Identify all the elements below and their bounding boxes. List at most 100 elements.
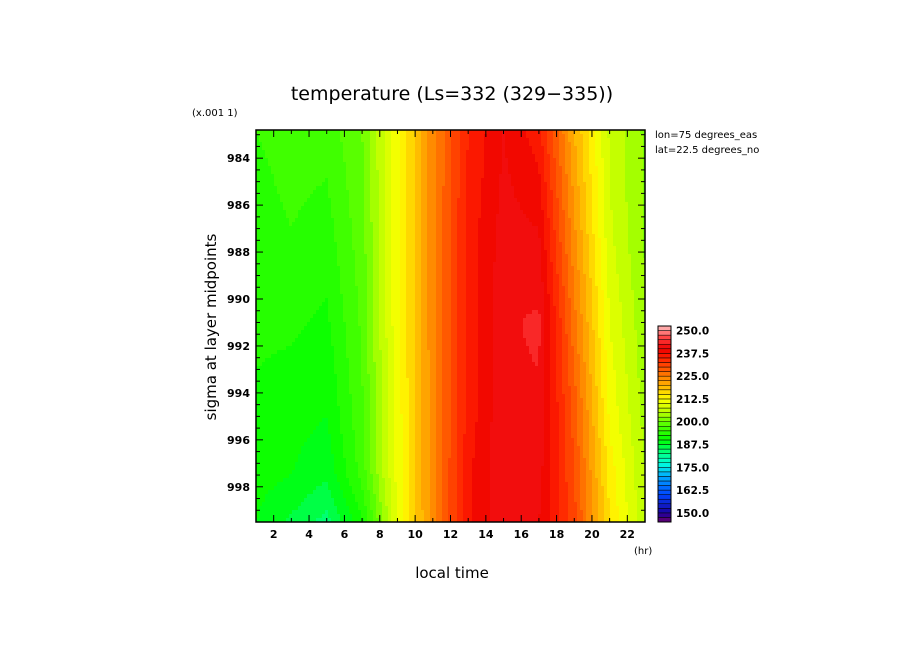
contour-cell bbox=[427, 254, 431, 259]
contour-cell bbox=[571, 234, 575, 239]
contour-cell bbox=[457, 246, 461, 251]
contour-cell bbox=[472, 134, 476, 139]
contour-cell bbox=[415, 194, 419, 199]
contour-cell bbox=[550, 162, 554, 167]
contour-cell bbox=[370, 138, 374, 143]
contour-cell bbox=[439, 238, 443, 243]
contour-cell bbox=[283, 174, 287, 179]
contour-cell bbox=[442, 270, 446, 275]
contour-cell bbox=[526, 242, 530, 247]
contour-cell bbox=[481, 222, 485, 227]
contour-cell bbox=[337, 278, 341, 283]
contour-cell bbox=[589, 198, 593, 203]
contour-cell bbox=[496, 266, 500, 271]
contour-cell bbox=[520, 258, 524, 263]
contour-cell bbox=[565, 174, 569, 179]
contour-cell bbox=[445, 146, 449, 151]
contour-cell bbox=[556, 146, 560, 151]
contour-cell bbox=[391, 134, 395, 139]
contour-cell bbox=[286, 214, 290, 219]
contour-cell bbox=[586, 154, 590, 159]
contour-cell bbox=[574, 278, 578, 283]
contour-cell bbox=[550, 230, 554, 235]
contour-cell bbox=[400, 258, 404, 263]
contour-cell bbox=[619, 250, 623, 255]
contour-cell bbox=[565, 158, 569, 163]
contour-cell bbox=[379, 182, 383, 187]
contour-cell bbox=[286, 134, 290, 139]
contour-cell bbox=[457, 270, 461, 275]
contour-cell bbox=[610, 278, 614, 283]
contour-cell bbox=[430, 226, 434, 231]
contour-cell bbox=[400, 234, 404, 239]
contour-cell bbox=[427, 214, 431, 219]
contour-cell bbox=[613, 234, 617, 239]
contour-cell bbox=[469, 190, 473, 195]
contour-cell bbox=[283, 134, 287, 139]
contour-cell bbox=[421, 218, 425, 223]
contour-cell bbox=[304, 182, 308, 187]
contour-cell bbox=[268, 246, 272, 251]
contour-cell bbox=[343, 226, 347, 231]
contour-cell bbox=[325, 166, 329, 171]
contour-cell bbox=[394, 274, 398, 279]
contour-cell bbox=[550, 166, 554, 171]
contour-cell bbox=[271, 262, 275, 267]
contour-cell bbox=[583, 250, 587, 255]
contour-cell bbox=[319, 138, 323, 143]
contour-cell bbox=[550, 134, 554, 139]
contour-cell bbox=[322, 198, 326, 203]
contour-cell bbox=[400, 210, 404, 215]
contour-cell bbox=[274, 134, 278, 139]
contour-cell bbox=[403, 218, 407, 223]
contour-cell bbox=[367, 274, 371, 279]
contour-cell bbox=[601, 238, 605, 243]
contour-cell bbox=[505, 250, 509, 255]
contour-cell bbox=[457, 194, 461, 199]
contour-cell bbox=[556, 246, 560, 251]
contour-cell bbox=[550, 194, 554, 199]
contour-cell bbox=[580, 234, 584, 239]
contour-cell bbox=[388, 238, 392, 243]
contour-cell bbox=[391, 158, 395, 163]
contour-cell bbox=[595, 202, 599, 207]
contour-cell bbox=[328, 154, 332, 159]
contour-cell bbox=[610, 142, 614, 147]
contour-cell bbox=[292, 174, 296, 179]
contour-cell bbox=[259, 206, 263, 211]
contour-cell bbox=[496, 154, 500, 159]
contour-cell bbox=[316, 206, 320, 211]
contour-cell bbox=[517, 194, 521, 199]
contour-cell bbox=[592, 230, 596, 235]
contour-cell bbox=[604, 186, 608, 191]
contour-cell bbox=[262, 178, 266, 183]
contour-cell bbox=[487, 182, 491, 187]
contour-cell bbox=[340, 270, 344, 275]
contour-cell bbox=[484, 174, 488, 179]
contour-cell bbox=[493, 266, 497, 271]
contour-cell bbox=[466, 226, 470, 231]
contour-cell bbox=[313, 266, 317, 271]
contour-cell bbox=[442, 234, 446, 239]
contour-cell bbox=[328, 262, 332, 267]
contour-cell bbox=[532, 238, 536, 243]
contour-cell bbox=[370, 194, 374, 199]
contour-cell bbox=[493, 190, 497, 195]
contour-cell bbox=[580, 166, 584, 171]
contour-cell bbox=[445, 250, 449, 255]
contour-cell bbox=[259, 142, 263, 147]
contour-cell bbox=[487, 222, 491, 227]
contour-cell bbox=[268, 178, 272, 183]
contour-cell bbox=[592, 206, 596, 211]
contour-cell bbox=[343, 210, 347, 215]
contour-cell bbox=[424, 202, 428, 207]
contour-cell bbox=[376, 178, 380, 183]
contour-cell bbox=[301, 178, 305, 183]
contour-cell bbox=[295, 202, 299, 207]
contour-cell bbox=[289, 262, 293, 267]
contour-cell bbox=[457, 146, 461, 151]
contour-cell bbox=[277, 198, 281, 203]
contour-cell bbox=[406, 134, 410, 139]
contour-cell bbox=[385, 198, 389, 203]
contour-cell bbox=[643, 146, 646, 151]
